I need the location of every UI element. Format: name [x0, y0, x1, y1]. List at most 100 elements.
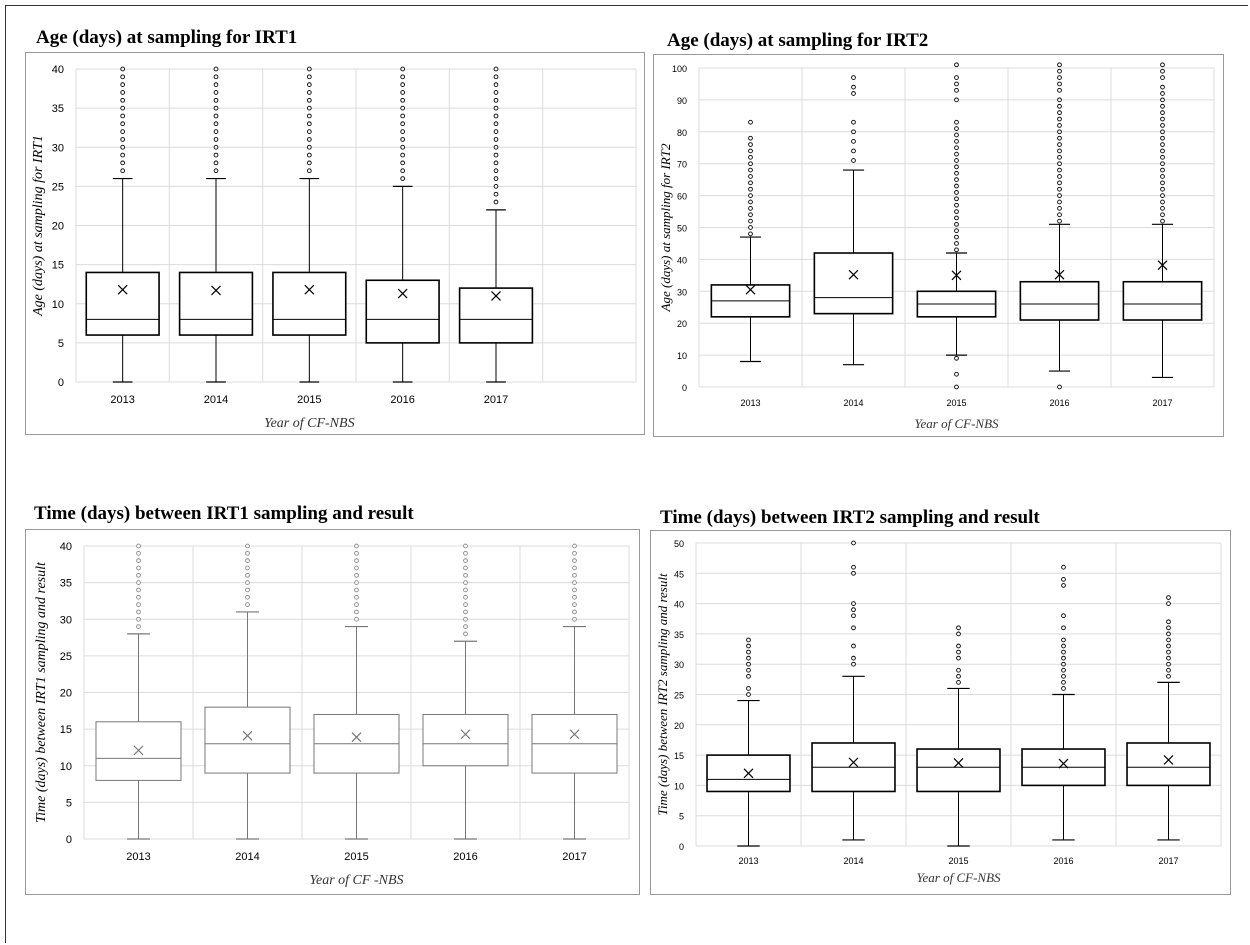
outlier-point	[306, 121, 312, 127]
outlier-point	[748, 167, 753, 173]
outlier-point	[463, 624, 468, 629]
mean-marker	[848, 269, 859, 280]
outlier-point	[748, 225, 753, 230]
outlier-point	[1166, 625, 1171, 631]
outlier-point	[956, 667, 961, 673]
outlier-point	[213, 90, 219, 95]
outlier-point	[463, 558, 468, 563]
outlier-point	[245, 550, 250, 556]
y-tick-label: 10	[674, 781, 684, 791]
outlier-point	[1160, 135, 1165, 141]
outlier-point	[120, 137, 126, 142]
outlier-point	[1061, 680, 1066, 685]
chart-title-irt2-time: Time (days) between IRT2 sampling and re…	[660, 507, 1040, 528]
outlier-point	[1061, 661, 1066, 667]
outlier-point	[1061, 649, 1066, 655]
y-tick-label: 50	[677, 224, 687, 234]
y-tick-label: 40	[60, 541, 72, 553]
outlier-point	[956, 673, 961, 679]
outlier-point	[954, 75, 959, 80]
outlier-point	[1057, 180, 1062, 186]
y-tick-label: 25	[674, 691, 684, 701]
box-iqr	[1126, 742, 1211, 787]
outlier-point	[306, 168, 312, 174]
outlier-point	[954, 190, 959, 195]
outlier-point	[746, 643, 751, 649]
outlier-point	[1057, 174, 1062, 179]
outlier-point	[306, 74, 312, 80]
mean-marker	[848, 757, 859, 768]
outlier-point	[120, 129, 126, 134]
y-tick-label: 40	[674, 600, 684, 610]
y-tick-label: 30	[677, 287, 687, 297]
outlier-point	[1057, 103, 1062, 109]
outlier-point	[306, 82, 312, 87]
outlier-point	[954, 241, 959, 246]
outlier-point	[400, 176, 406, 181]
outlier-point	[213, 113, 219, 119]
x-tick-label: 2017	[562, 851, 586, 863]
y-tick-label: 15	[60, 724, 72, 736]
box-iqr	[272, 271, 347, 336]
outlier-point	[851, 540, 856, 546]
x-tick-label: 2014	[843, 856, 863, 866]
y-tick-label: 0	[58, 377, 64, 389]
outlier-point	[1057, 116, 1062, 122]
outlier-point	[572, 602, 577, 607]
outlier-point	[1160, 180, 1165, 186]
y-tick-label: 100	[672, 64, 687, 74]
outlier-point	[1057, 75, 1062, 80]
outlier-point	[1166, 643, 1171, 649]
y-tick-label: 10	[677, 351, 687, 361]
outlier-point	[213, 144, 219, 150]
outlier-point	[851, 75, 856, 80]
outlier-point	[1057, 87, 1062, 93]
outlier-point	[400, 137, 406, 142]
y-axis-label: Time (days) between IRT2 sampling and re…	[655, 573, 670, 816]
outlier-point	[1160, 91, 1165, 96]
outlier-point	[1160, 218, 1165, 224]
outlier-point	[1057, 148, 1062, 154]
mean-marker	[1054, 269, 1065, 280]
outlier-point	[954, 202, 959, 208]
box-iqr	[365, 279, 440, 344]
x-tick-label: 2013	[126, 851, 150, 863]
outlier-point	[1061, 564, 1066, 570]
outlier-point	[400, 129, 406, 134]
outlier-point	[851, 91, 856, 96]
mean-marker	[1157, 260, 1168, 271]
outlier-point	[954, 228, 959, 234]
outlier-point	[1057, 142, 1062, 147]
outlier-point	[954, 139, 959, 144]
x-tick-label: 2016	[390, 394, 414, 406]
outlier-point	[120, 97, 126, 103]
outlier-point	[1160, 75, 1165, 80]
outlier-point	[213, 129, 219, 134]
mean-marker	[569, 729, 580, 740]
outlier-point	[748, 206, 753, 211]
y-tick-label: 0	[66, 834, 72, 846]
mean-marker	[351, 732, 362, 743]
outlier-point	[1061, 613, 1066, 619]
outlier-point	[746, 655, 751, 661]
outlier-point	[954, 371, 959, 377]
box-iqr	[1122, 280, 1203, 321]
outlier-point	[400, 66, 406, 72]
outlier-point	[851, 643, 856, 649]
outlier-point	[493, 97, 499, 103]
outlier-point	[493, 137, 499, 142]
x-tick-label: 2015	[948, 856, 968, 866]
outlier-point	[748, 231, 753, 237]
outlier-point	[851, 613, 856, 619]
chart-panel-irt2-age: 0 10 20 30 40 50 60 70 80 90 100 2013 2014 2015 2016 20…	[653, 54, 1224, 437]
x-axis-label: Year of CF -NBS	[310, 873, 404, 888]
outlier-point	[748, 148, 753, 154]
outlier-point	[354, 572, 359, 578]
y-tick-label: 30	[60, 614, 72, 626]
outlier-point	[136, 558, 141, 563]
outlier-point	[1166, 655, 1171, 661]
x-tick-label: 2016	[1053, 856, 1073, 866]
outlier-point	[213, 105, 219, 111]
outlier-point	[400, 168, 406, 174]
outlier-point	[572, 616, 577, 622]
